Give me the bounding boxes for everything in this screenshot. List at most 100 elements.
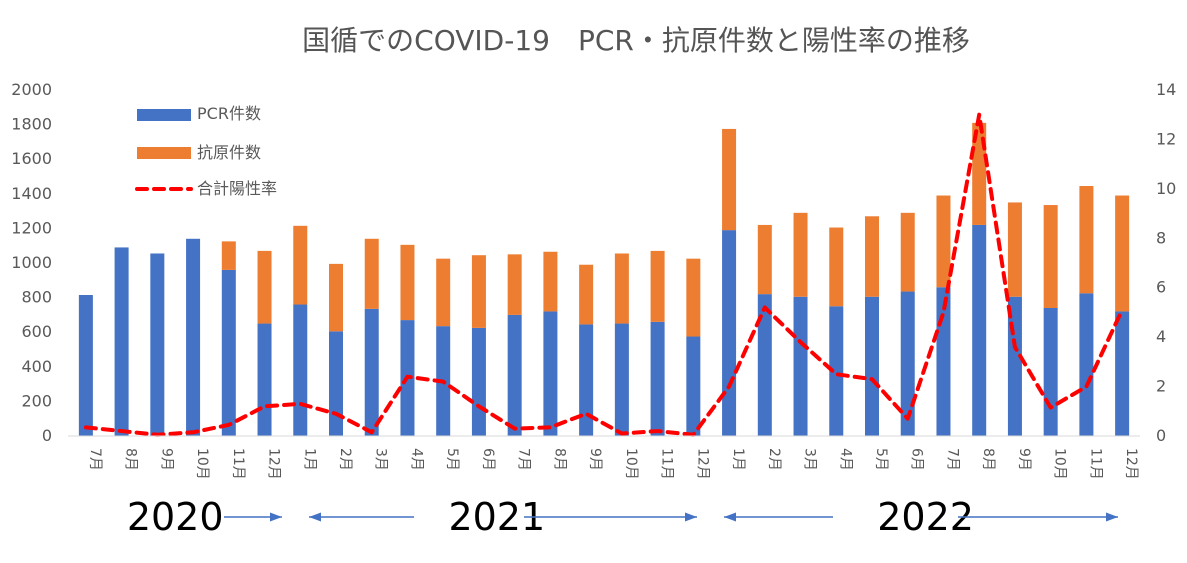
x-tick-label: 10月 (194, 448, 210, 480)
bar-antigen (686, 258, 701, 337)
y-left-tick-label: 600 (21, 322, 52, 341)
bar-antigen (471, 255, 486, 328)
legend-label: 合計陽性率 (197, 179, 277, 198)
x-tick-label: 6月 (909, 448, 925, 471)
x-tick-label: 9月 (1016, 448, 1032, 471)
y-right-tick-label: 0 (1156, 426, 1166, 445)
bar-pcr (1115, 311, 1130, 436)
x-tick-label: 12月 (694, 448, 710, 480)
x-tick-label: 10月 (1052, 448, 1068, 480)
x-tick-label: 1月 (730, 448, 746, 471)
bar-pcr (329, 331, 343, 436)
bar-pcr (829, 306, 844, 436)
bar-pcr (972, 224, 987, 436)
legend-label: PCR件数 (197, 104, 261, 123)
x-tick-label: 11月 (230, 448, 246, 480)
year-label: 2022 (877, 495, 974, 539)
axes: 0 200 400 600 800 1000 1200 1400 1600 1800 2000 0 2 4… (11, 80, 1176, 480)
x-tick-label: 8月 (123, 448, 139, 471)
bar-pcr (865, 296, 879, 436)
legend-swatch-pcr (137, 109, 191, 121)
bar-antigen (579, 264, 594, 325)
x-tick-label: 7月 (87, 448, 103, 471)
bar-antigen (507, 254, 522, 315)
bar-pcr (114, 247, 129, 436)
x-tick-label: 4月 (408, 448, 424, 471)
y-right-tick-label: 8 (1156, 228, 1166, 247)
plot-area (78, 112, 1130, 437)
x-tick-label: 10月 (623, 448, 639, 480)
bar-pcr (78, 295, 93, 436)
x-tick-label: 9月 (158, 448, 174, 471)
y-right-tick-label: 4 (1156, 327, 1166, 346)
bar-antigen (543, 251, 558, 312)
x-tick-label: 12月 (1123, 448, 1139, 480)
x-tick-label: 11月 (1087, 448, 1103, 480)
positivity-rate-line (83, 112, 1125, 437)
bar-pcr (650, 321, 665, 436)
x-tick-label: 5月 (444, 448, 460, 471)
x-tick-label: 5月 (873, 448, 889, 471)
bar-pcr (257, 323, 272, 436)
y-left-tick-label: 2000 (11, 80, 52, 99)
x-tick-label: 8月 (551, 448, 567, 471)
y-left-tick-label: 800 (21, 288, 52, 307)
bar-antigen (757, 224, 772, 295)
y-left-tick-label: 1800 (11, 115, 52, 134)
bar-antigen (329, 263, 343, 332)
bar-pcr (150, 253, 165, 436)
bar-pcr (543, 311, 558, 436)
bar-pcr (722, 230, 737, 436)
x-tick-label: 8月 (980, 448, 996, 471)
bar-pcr (507, 314, 522, 436)
x-tick-label: 2月 (337, 448, 353, 471)
bar-pcr (793, 296, 808, 436)
bar-antigen (400, 244, 415, 321)
x-tick-label: 7月 (944, 448, 960, 471)
bar-pcr (186, 238, 201, 436)
bar-pcr (293, 304, 308, 436)
y-right-tick-label: 6 (1156, 278, 1166, 297)
x-tick-label: 3月 (802, 448, 818, 471)
bar-antigen (1007, 202, 1022, 297)
bar-pcr (1079, 293, 1094, 436)
x-tick-label: 11月 (659, 448, 675, 480)
year-labels: 2020 2021 2022 (127, 495, 1118, 539)
chart-title: 国循でのCOVID-19 PCR・抗原件数と陽性率の推移 (302, 24, 970, 57)
x-tick-label: 12月 (266, 448, 282, 480)
bar-pcr (757, 294, 772, 436)
bar-pcr (900, 291, 915, 436)
bar-antigen (257, 250, 272, 324)
y-right-tick-label: 12 (1156, 129, 1176, 148)
bar-antigen (364, 238, 379, 309)
y-right-tick-label: 14 (1156, 80, 1176, 99)
year-label: 2020 (127, 495, 224, 539)
bar-antigen (614, 253, 629, 324)
bar-antigen (793, 212, 808, 297)
bar-pcr (221, 269, 236, 436)
y-left-tick-label: 200 (21, 391, 52, 410)
bar-pcr (364, 308, 379, 436)
y-right-tick-label: 10 (1156, 179, 1176, 198)
bar-antigen (829, 227, 844, 307)
bar-antigen (865, 216, 879, 297)
y-left-tick-label: 1200 (11, 218, 52, 237)
bar-antigen (900, 212, 915, 292)
y-right-tick-label: 2 (1156, 377, 1166, 396)
y-left-tick-label: 1000 (11, 253, 52, 272)
y-left-tick-label: 1400 (11, 184, 52, 203)
bar-antigen (1043, 205, 1058, 308)
x-tick-label: 3月 (373, 448, 389, 471)
bar-pcr (579, 324, 594, 436)
y-left-tick-label: 0 (42, 426, 52, 445)
x-tick-label: 4月 (837, 448, 853, 471)
x-tick-label: 6月 (480, 448, 496, 471)
legend-label: 抗原件数 (197, 143, 261, 162)
bar-antigen (722, 128, 737, 231)
bar-pcr (471, 327, 486, 436)
legend-swatch-antigen (137, 147, 191, 159)
bar-pcr (686, 336, 701, 436)
